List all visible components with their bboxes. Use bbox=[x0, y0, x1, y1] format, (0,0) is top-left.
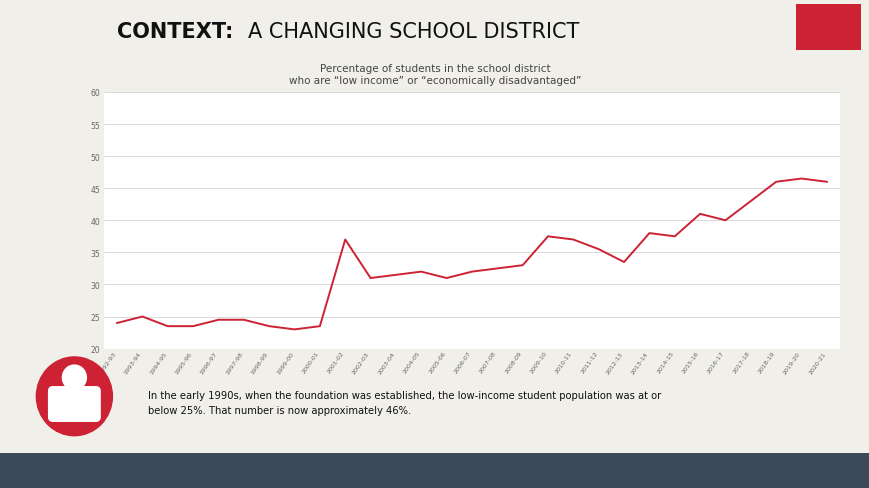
Circle shape bbox=[63, 366, 86, 390]
Text: 3: 3 bbox=[838, 466, 843, 475]
Text: A CHANGING SCHOOL DISTRICT: A CHANGING SCHOOL DISTRICT bbox=[248, 22, 579, 41]
FancyBboxPatch shape bbox=[48, 386, 101, 422]
Text: CONTEXT:: CONTEXT: bbox=[117, 22, 234, 41]
Text: who are “low income” or “economically disadvantaged”: who are “low income” or “economically di… bbox=[289, 76, 580, 85]
Text: In the early 1990s, when the foundation was established, the low-income student : In the early 1990s, when the foundation … bbox=[148, 390, 660, 415]
Text: Percentage of students in the school district: Percentage of students in the school dis… bbox=[319, 64, 550, 74]
Circle shape bbox=[36, 357, 112, 436]
Text: Data from the Massachusetts Department of Elementary and Secondary Education (DE: Data from the Massachusetts Department o… bbox=[22, 467, 340, 474]
